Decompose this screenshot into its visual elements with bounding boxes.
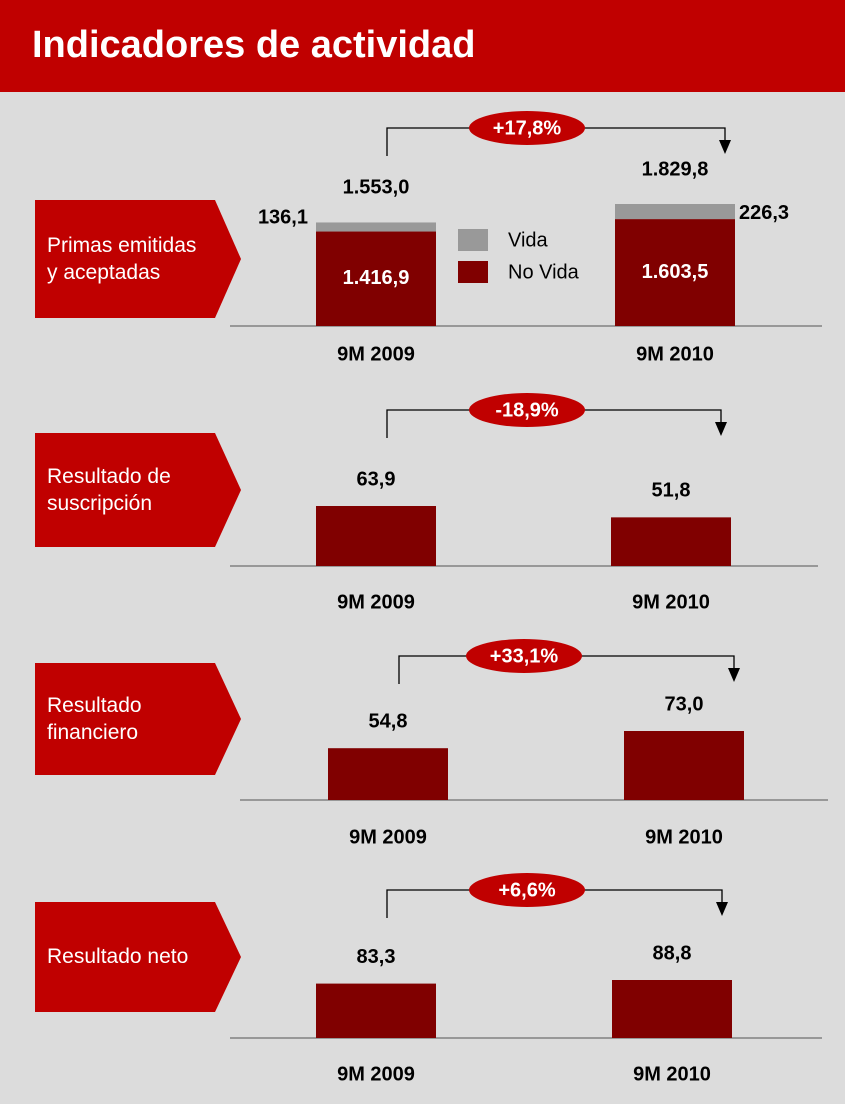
data-label: 1.603,5 (642, 261, 709, 283)
x-tick-label: 9M 2009 (349, 826, 427, 848)
legend-swatch (458, 229, 488, 251)
change-label: +33,1% (490, 645, 559, 667)
chart-title: Resultado de suscripción (47, 464, 171, 515)
bar (624, 731, 744, 800)
change-badge (469, 393, 585, 427)
change-label: +17,8% (493, 117, 562, 139)
legend-label: Vida (508, 229, 549, 251)
x-tick-label: 9M 2010 (633, 1063, 711, 1085)
arrow-head (715, 422, 727, 436)
legend-swatch (458, 261, 488, 283)
x-tick-label: 9M 2009 (337, 591, 415, 613)
chart-label: Resultado de suscripción (35, 433, 241, 547)
bar (316, 983, 436, 1038)
chart-label: Primas emitidas y aceptadas (35, 200, 241, 318)
page-title: Indicadores de actividad (32, 24, 476, 66)
bar (328, 748, 448, 800)
data-label: 73,0 (665, 693, 704, 715)
bar (316, 506, 436, 566)
arrow-head (728, 668, 740, 682)
change-badge (469, 111, 585, 145)
chart-title: Resultado financiero (47, 693, 142, 744)
chart-label: Resultado financiero (35, 663, 241, 775)
x-tick-label: 9M 2010 (645, 826, 723, 848)
arrow-head (719, 140, 731, 154)
bar (611, 517, 731, 566)
bar-segment (316, 222, 436, 232)
data-label: 51,8 (652, 480, 691, 502)
data-label: 54,8 (369, 710, 408, 732)
x-tick-label: 9M 2010 (632, 591, 710, 613)
total-label: 1.829,8 (642, 158, 709, 180)
legend-label: No Vida (508, 261, 580, 283)
bar-segment (615, 204, 735, 220)
chart-label: Resultado neto (35, 902, 241, 1012)
x-tick-label: 9M 2009 (337, 343, 415, 365)
change-label: -18,9% (495, 399, 559, 421)
chart-title: Primas emitidas y aceptadas (47, 233, 197, 284)
change-label: +6,6% (498, 879, 555, 901)
arrow-head (716, 902, 728, 916)
x-tick-label: 9M 2009 (337, 1063, 415, 1085)
x-tick-label: 9M 2010 (636, 343, 714, 365)
total-label: 1.553,0 (343, 177, 410, 199)
header: Indicadores de actividad (0, 0, 845, 92)
data-label: 88,8 (653, 942, 692, 964)
change-badge (469, 873, 585, 907)
data-label: 136,1 (258, 207, 308, 229)
chart-title: Resultado neto (47, 945, 189, 969)
bar-segment (316, 231, 436, 326)
data-label: 83,3 (357, 946, 396, 968)
bar (612, 980, 732, 1038)
data-label: 63,9 (357, 468, 396, 490)
data-label: 1.416,9 (343, 267, 410, 289)
data-label: 226,3 (739, 202, 789, 224)
change-badge (466, 639, 582, 673)
bar-segment (615, 219, 735, 326)
